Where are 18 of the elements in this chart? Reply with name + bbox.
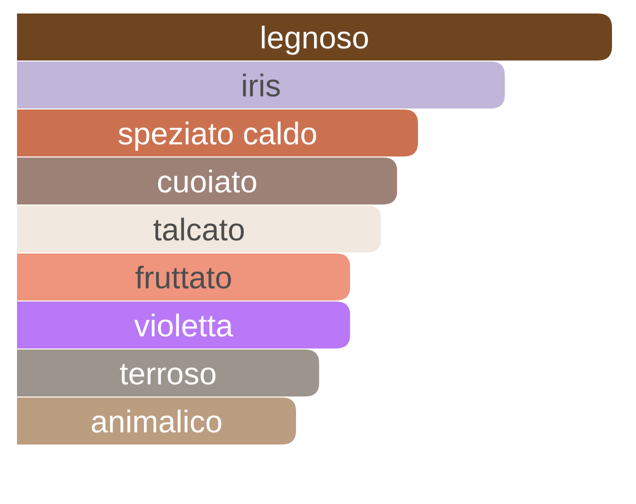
bar <box>17 13 612 61</box>
y-tick-label: iris <box>243 74 280 97</box>
bar <box>17 349 320 397</box>
bar <box>17 205 382 253</box>
bar <box>17 253 350 301</box>
y-tick-label: cuoiato <box>158 170 256 193</box>
y-tick-label: legnoso <box>262 26 368 55</box>
bar <box>17 157 398 205</box>
bar <box>17 301 350 349</box>
y-tick-label: animalico <box>92 410 222 433</box>
bar <box>17 109 418 157</box>
y-tick-label: fruttato <box>135 266 231 289</box>
y-tick-label: terroso <box>120 364 216 385</box>
y-tick-label: talcato <box>154 218 244 241</box>
y-tick-label: speziato caldo <box>118 122 316 151</box>
bar <box>17 61 505 109</box>
y-tick-label: violetta <box>134 314 234 337</box>
bar <box>17 397 296 445</box>
